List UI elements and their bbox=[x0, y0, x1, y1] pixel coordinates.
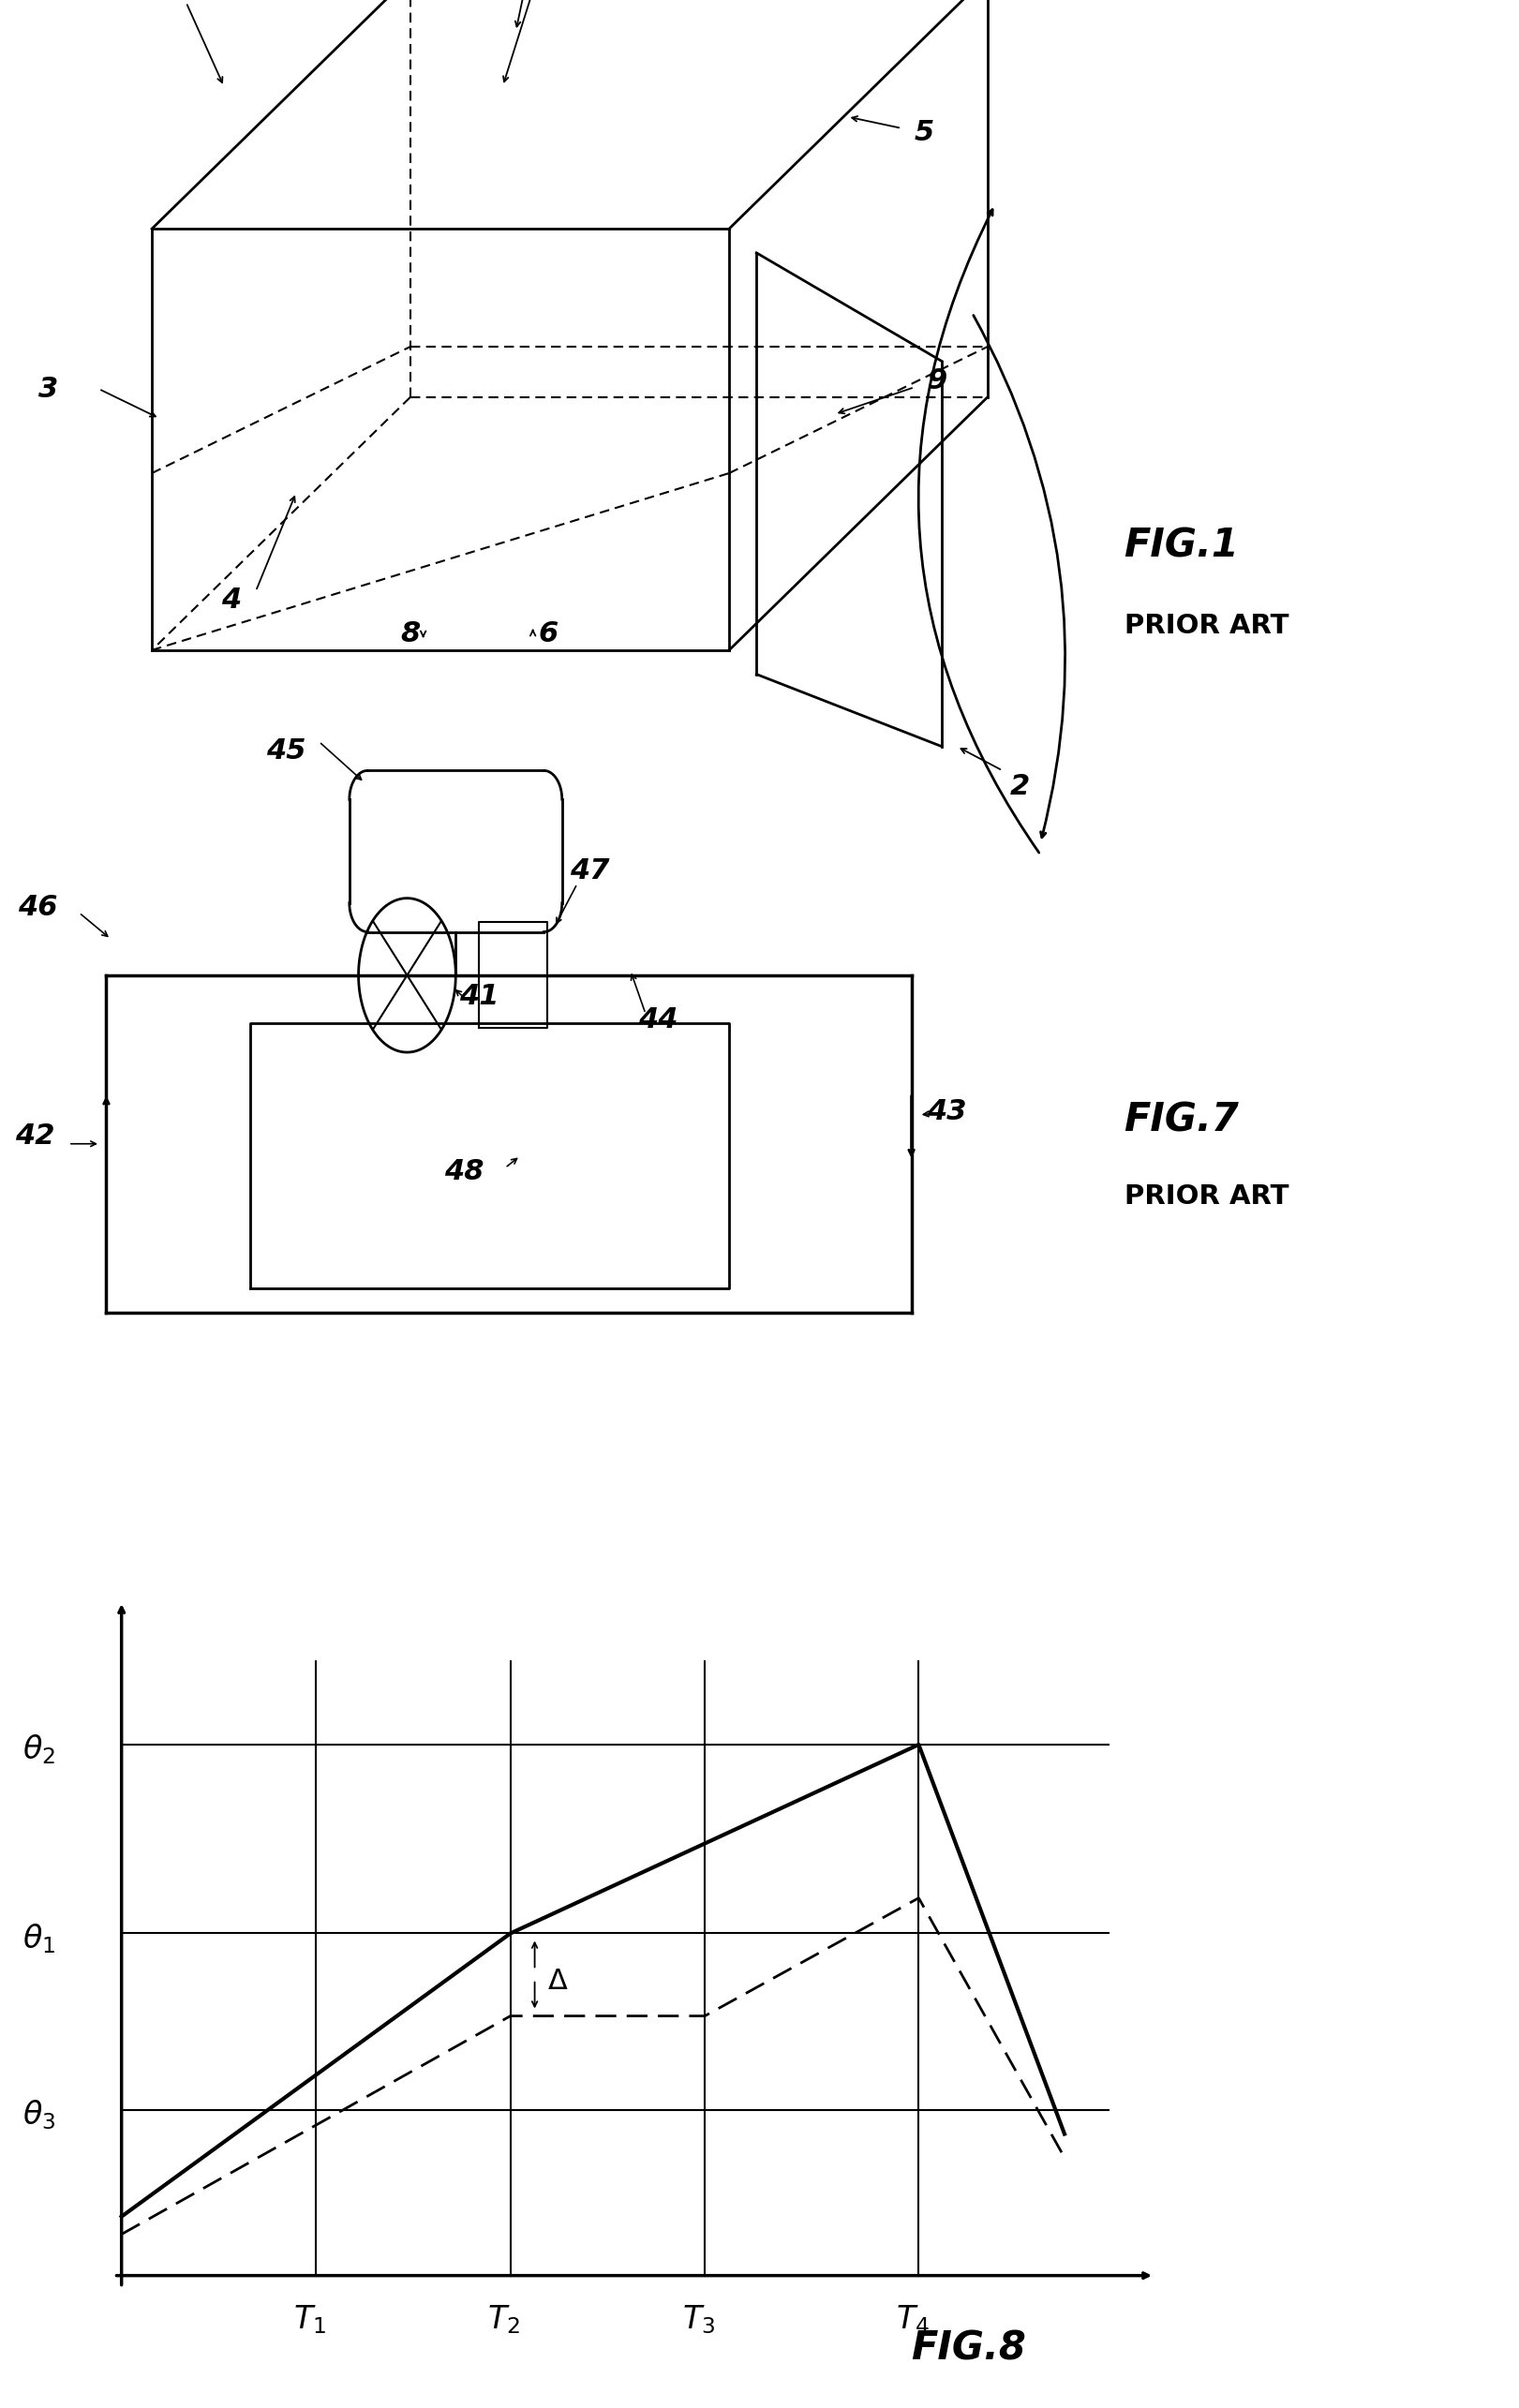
Text: 48: 48 bbox=[444, 1158, 485, 1185]
Text: 8: 8 bbox=[399, 621, 421, 648]
Text: 41: 41 bbox=[459, 982, 498, 1009]
Text: 6: 6 bbox=[539, 621, 559, 648]
Text: 46: 46 bbox=[18, 893, 58, 920]
Text: 2: 2 bbox=[1010, 773, 1030, 799]
Text: $\theta_2$: $\theta_2$ bbox=[23, 1734, 56, 1765]
Text: 7: 7 bbox=[164, 0, 184, 2]
Text: 45: 45 bbox=[266, 737, 305, 763]
Text: 42: 42 bbox=[15, 1122, 55, 1149]
Text: $T_2$: $T_2$ bbox=[488, 2302, 521, 2336]
Text: 47: 47 bbox=[570, 857, 609, 884]
Text: FIG.1: FIG.1 bbox=[1124, 527, 1240, 566]
Text: $T_1$: $T_1$ bbox=[293, 2302, 327, 2336]
Text: PRIOR ART: PRIOR ART bbox=[1124, 612, 1288, 638]
Text: PRIOR ART: PRIOR ART bbox=[1124, 1182, 1288, 1209]
Text: 43: 43 bbox=[927, 1098, 966, 1125]
Text: 9: 9 bbox=[927, 368, 948, 395]
Text: 5: 5 bbox=[914, 118, 934, 147]
Text: $\theta_3$: $\theta_3$ bbox=[23, 2100, 56, 2131]
Text: 44: 44 bbox=[638, 1007, 677, 1033]
Text: FIG.8: FIG.8 bbox=[911, 2329, 1027, 2369]
Text: 3: 3 bbox=[38, 376, 58, 402]
Text: $T_4$: $T_4$ bbox=[896, 2302, 930, 2336]
Text: FIG.7: FIG.7 bbox=[1124, 1100, 1240, 1141]
Text: 4: 4 bbox=[222, 588, 242, 614]
Text: $\Delta$: $\Delta$ bbox=[547, 1967, 568, 1994]
Text: $\theta_1$: $\theta_1$ bbox=[23, 1922, 56, 1955]
Text: $T_3$: $T_3$ bbox=[682, 2302, 715, 2336]
